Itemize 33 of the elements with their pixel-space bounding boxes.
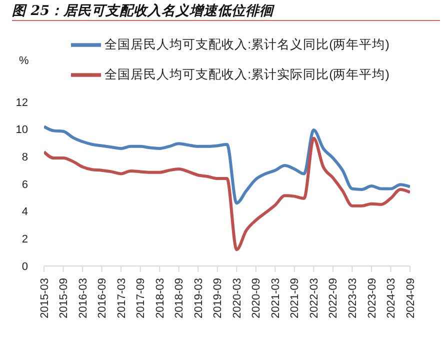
chart-title: 图 25：居民可支配收入名义增速低位徘徊 [12,2,440,21]
x-tick-label: 2020-03 [231,278,244,318]
x-tick-label: 2017-03 [116,278,128,318]
x-tick-label: 2024-03 [386,278,398,318]
x-tick-label: 2019-03 [192,278,205,318]
x-tick-label: 2016-09 [96,278,109,318]
x-tick-label: 2015-09 [58,278,70,318]
x-tick-label: 2024-09 [404,278,417,318]
x-tick-label: 2019-09 [212,278,224,318]
x-tick-label: 2020-09 [250,278,263,318]
y-axis-title: % [19,55,29,67]
y-tick-label: 0 [22,260,28,273]
x-tick-label: 2021-03 [270,278,282,318]
y-tick-label: 10 [16,124,28,136]
x-tick-label: 2017-09 [135,278,148,318]
y-tick-label: 2 [22,234,28,246]
x-tick-label: 2016-03 [77,278,90,318]
x-tick-label: 2015-03 [38,278,51,318]
legend-label: 全国居民人均可支配收入:累计名义同比(两年平均) [104,37,390,52]
y-tick-label: 4 [22,206,28,218]
x-tick-label: 2018-03 [154,278,166,318]
y-tick-label: 12 [16,96,28,109]
y-tick-label: 6 [22,178,28,191]
y-tick-label: 8 [22,152,28,164]
x-tick-label: 2021-09 [289,278,302,318]
legend-label: 全国居民人均可支配收入:累计实际同比(两年平均) [104,67,390,82]
x-tick-label: 2023-09 [366,278,378,318]
x-tick-label: 2022-03 [308,278,320,318]
x-tick-label: 2022-09 [328,278,340,318]
x-tick-label: 2018-09 [174,278,186,318]
x-tick-label: 2023-03 [347,278,360,318]
line-series [44,125,410,205]
line-series [44,136,410,252]
